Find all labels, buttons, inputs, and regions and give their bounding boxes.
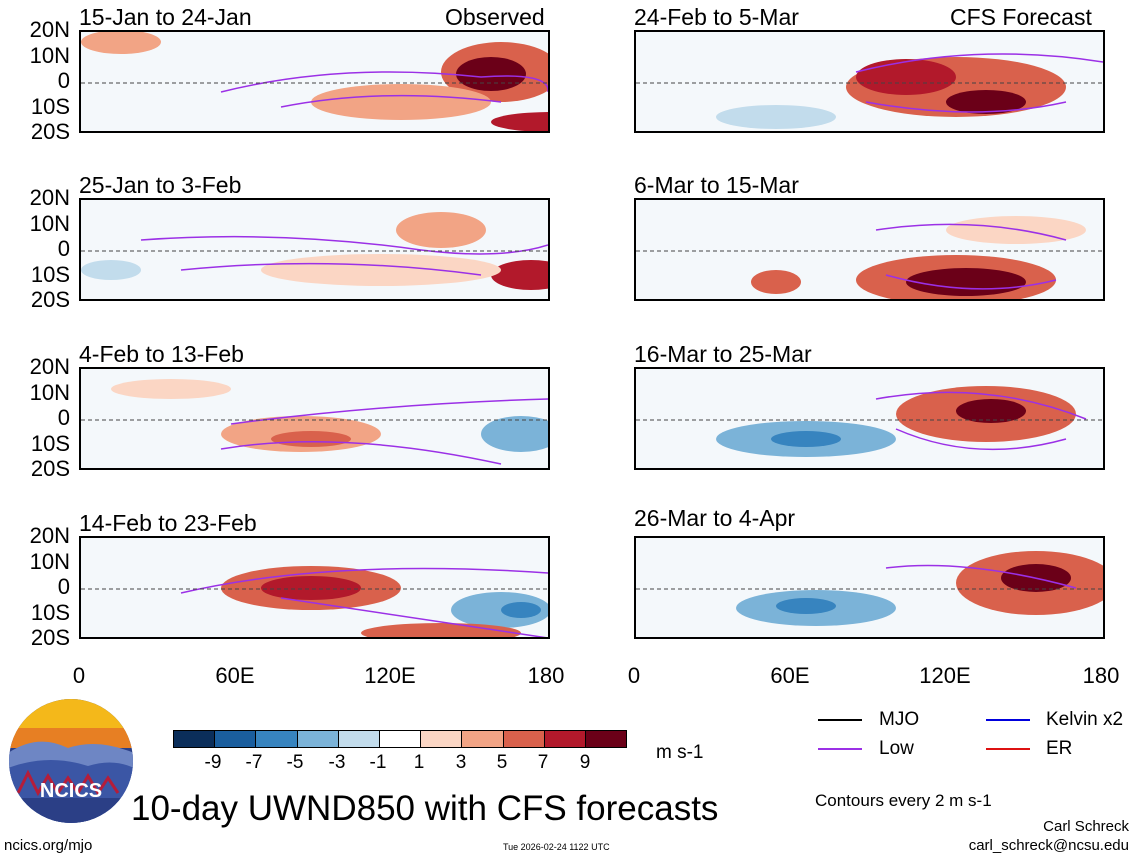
colorbar-swatch	[255, 731, 297, 747]
panel-tag: CFS Forecast	[950, 4, 1092, 30]
legend-label-er: ER	[1046, 738, 1073, 759]
colorbar-tick: 7	[537, 752, 549, 773]
svg-text:NCICS: NCICS	[40, 780, 102, 802]
lon-tick: 120E	[364, 663, 416, 688]
colorbar-units: m s-1	[656, 742, 704, 763]
colorbar-tick: 9	[579, 752, 591, 773]
colorbar-swatch	[461, 731, 503, 747]
colorbar-swatch	[543, 731, 585, 747]
legend-line-low	[818, 748, 862, 750]
panel-title: 25-Jan to 3-Feb	[79, 172, 242, 198]
legend-label-mjo: MJO	[879, 709, 920, 730]
lat-tick: 0	[57, 405, 70, 430]
lon-tick: 0	[72, 663, 86, 688]
colorbar-tick: 3	[455, 752, 467, 773]
lat-tick: 0	[57, 236, 70, 261]
colorbar-tick: -7	[245, 752, 263, 773]
lat-tick: 20N	[29, 354, 70, 379]
website-link[interactable]: ncics.org/mjo	[4, 837, 93, 854]
panel-title: 24-Feb to 5-Mar	[634, 4, 799, 30]
email-link[interactable]: carl_schreck@ncsu.edu	[968, 837, 1129, 854]
lat-tick: 10N	[29, 380, 70, 405]
lat-tick: 20S	[30, 625, 70, 650]
panel-title: 15-Jan to 24-Jan	[79, 4, 252, 30]
map-panel-2	[634, 30, 1105, 133]
panel-title: 26-Mar to 4-Apr	[634, 505, 796, 531]
wind-anomaly-map	[636, 386, 1103, 457]
ncics-logo: NCICS	[9, 699, 133, 823]
lat-tick: 0	[57, 68, 70, 93]
lat-tick: 10N	[29, 549, 70, 574]
colorbar-swatch	[214, 731, 256, 747]
lon-tick: 180	[527, 663, 565, 688]
colorbar-tick: -1	[369, 752, 387, 773]
colorbar-swatch	[502, 731, 544, 747]
panel-title: 16-Mar to 25-Mar	[634, 341, 812, 367]
map-panel-6	[634, 367, 1105, 470]
lon-tick: 60E	[215, 663, 255, 688]
colorbar	[173, 730, 627, 748]
colorbar-tick: -9	[204, 752, 222, 773]
colorbar-tick: 1	[413, 752, 425, 773]
lat-tick: 20S	[30, 119, 70, 144]
legend-label-kelvin: Kelvin x2	[1046, 709, 1124, 730]
panel-tag: Observed	[445, 4, 545, 30]
wind-anomaly-map	[81, 566, 548, 637]
lat-tick: 20S	[30, 456, 70, 481]
timestamp: Tue 2026-02-24 1122 UTC	[503, 842, 610, 852]
wind-anomaly-map	[81, 379, 548, 465]
lat-tick: 20N	[29, 523, 70, 548]
main-title: 10-day UWND850 with CFS forecasts	[131, 789, 719, 828]
wind-anomaly-map	[636, 551, 1103, 626]
map-panel-8	[634, 536, 1105, 639]
lon-tick: 180	[1082, 663, 1120, 688]
author: Carl Schreck	[1043, 818, 1129, 835]
wind-anomaly-map	[636, 53, 1103, 129]
lat-tick: 10N	[29, 43, 70, 68]
legend-line-er	[986, 748, 1030, 750]
lon-tick: 60E	[770, 663, 810, 688]
colorbar-tick: 5	[496, 752, 508, 773]
panel-title: 4-Feb to 13-Feb	[79, 341, 244, 367]
legend-line-mjo	[818, 719, 862, 721]
lon-tick: 120E	[919, 663, 971, 688]
colorbar-tick: -5	[286, 752, 304, 773]
legend-label-low: Low	[879, 738, 914, 759]
lat-tick: 0	[57, 574, 70, 599]
lat-tick: 10S	[30, 262, 70, 287]
colorbar-swatch	[378, 731, 421, 747]
map-panel-3	[79, 198, 550, 301]
wind-anomaly-map	[636, 216, 1103, 299]
colorbar-swatch	[337, 731, 379, 747]
lat-tick: 10S	[30, 600, 70, 625]
map-panel-1	[79, 30, 550, 133]
legend-line-kelvin	[986, 719, 1030, 721]
lat-tick: 20N	[29, 17, 70, 42]
panel-title: 14-Feb to 23-Feb	[79, 510, 257, 536]
lat-tick: 20S	[30, 287, 70, 312]
colorbar-swatch	[584, 731, 627, 747]
map-panel-4	[634, 198, 1105, 301]
wind-anomaly-map	[81, 212, 548, 290]
colorbar-swatch	[174, 731, 215, 747]
lat-tick: 20N	[29, 185, 70, 210]
lon-tick: 0	[627, 663, 641, 688]
lat-tick: 10S	[30, 94, 70, 119]
colorbar-swatch	[296, 731, 338, 747]
map-panel-5	[79, 367, 550, 470]
panel-title: 6-Mar to 15-Mar	[634, 172, 799, 198]
colorbar-swatch	[420, 731, 462, 747]
lat-tick: 10N	[29, 211, 70, 236]
map-panel-7	[79, 536, 550, 639]
colorbar-tick: -3	[328, 752, 346, 773]
lat-tick: 10S	[30, 431, 70, 456]
wind-anomaly-map	[81, 32, 548, 131]
contour-note: Contours every 2 m s-1	[815, 791, 992, 810]
